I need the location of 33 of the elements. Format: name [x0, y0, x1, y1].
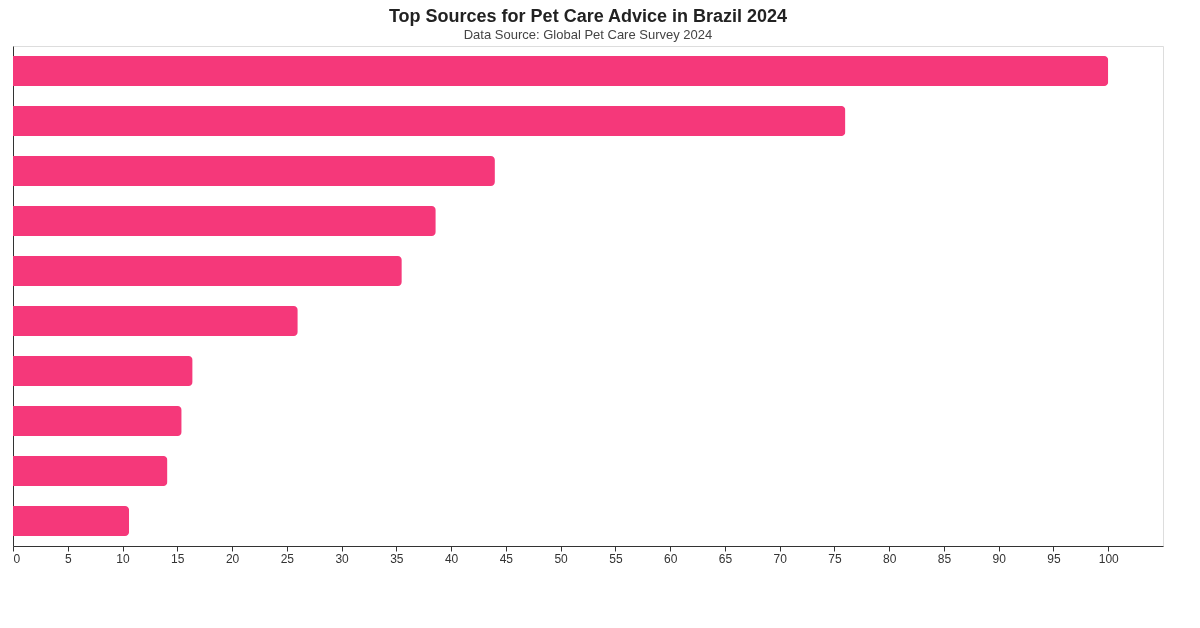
chart-subtitle: Data Source: Global Pet Care Survey 2024 — [463, 27, 713, 42]
x-tick-label: 70 — [773, 551, 788, 566]
x-tick-label: 25 — [280, 551, 295, 566]
x-tick-label: 15 — [171, 551, 185, 566]
bar — [13, 106, 846, 136]
x-tick-label: 55 — [609, 551, 623, 566]
x-tick-label: 10 — [116, 551, 131, 566]
x-tick-label: 75 — [828, 551, 842, 566]
x-tick-label: 50 — [554, 551, 569, 566]
x-tick-label: 65 — [718, 551, 733, 566]
bar — [13, 456, 168, 486]
bar — [13, 506, 130, 536]
x-tick-label: 80 — [883, 551, 897, 566]
bar — [13, 56, 1109, 86]
bar — [13, 356, 193, 386]
x-tick-label: 20 — [225, 551, 240, 566]
x-tick-label: 95 — [1047, 551, 1061, 566]
bar — [13, 156, 495, 186]
bar — [13, 256, 402, 286]
bar — [13, 406, 182, 436]
x-tick-label: 45 — [499, 551, 514, 566]
x-tick-label: 100 — [1098, 551, 1120, 566]
x-tick-label: 85 — [937, 551, 952, 566]
x-tick-label: 30 — [335, 551, 350, 566]
bar — [13, 206, 436, 236]
x-tick-label: 35 — [390, 551, 404, 566]
bar — [13, 306, 298, 336]
x-tick-label: 40 — [444, 551, 459, 566]
x-tick-label: 5 — [64, 551, 72, 566]
x-tick-label: 60 — [663, 551, 678, 566]
x-tick-label: 0 — [13, 551, 21, 566]
chart-title: Top Sources for Pet Care Advice in Brazil 2024 — [388, 6, 788, 26]
x-tick-label: 90 — [992, 551, 1007, 566]
